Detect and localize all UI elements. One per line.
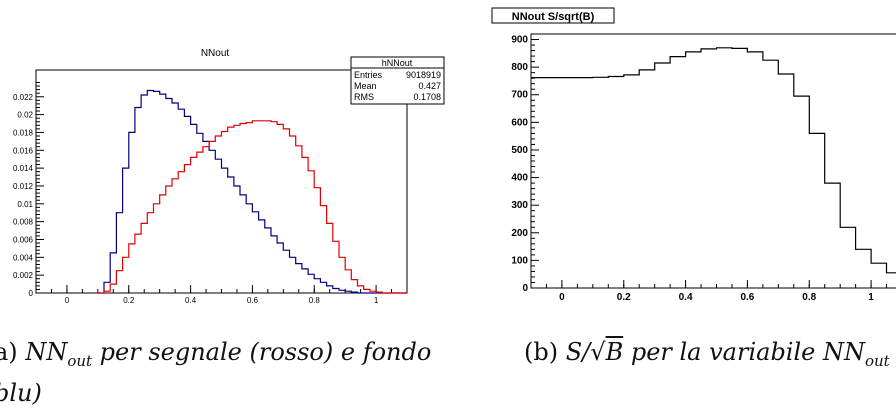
caption-a-line2: blu) [0, 378, 42, 407]
stats-entries-value: 9018919 [406, 70, 441, 80]
y-tick-label: 200 [511, 228, 528, 239]
x-tick-label: 0.4 [679, 292, 693, 303]
series-group [97, 89, 407, 294]
x-tick-label: 0.2 [617, 292, 631, 303]
caption-a-var: NN [25, 338, 68, 366]
chart-title: NNout [201, 48, 230, 59]
y-tick-label: 0 [29, 289, 34, 298]
y-tick-label: 0.002 [13, 271, 34, 280]
y-axis: 0 0.002 0.004 0.006 0.008 0.01 0.012 0.014 0.016… [13, 81, 44, 298]
y-tick-label: 100 [511, 255, 528, 266]
x-tick-label: 1 [374, 296, 379, 305]
series-line-0 [97, 89, 407, 294]
x-tick-label: 1 [868, 292, 874, 303]
figure-canvas: NNout 0 0.002 0.004 0.006 0.008 0.01 0.012 0.01… [13, 7, 896, 305]
series-group [531, 47, 896, 274]
caption-b-prefix: (b) [524, 338, 559, 366]
y-tick-label: 700 [511, 90, 528, 101]
caption-a-text: per segnale (rosso) e fondo [92, 338, 432, 366]
y-tick-label: 0.004 [13, 253, 34, 262]
y-tick-label: 0.022 [13, 93, 34, 102]
stats-box-name: hNNout [382, 58, 413, 68]
y-tick-label: 0.01 [17, 200, 33, 209]
caption-a-prefix: a) [0, 338, 18, 366]
stats-mean-value: 0.427 [418, 81, 441, 91]
y-tick-label: 800 [511, 62, 528, 73]
y-tick-label: 900 [511, 35, 528, 46]
y-tick-label: 0.014 [13, 164, 34, 173]
stats-box-frame [350, 56, 445, 105]
y-tick-label: 300 [511, 200, 528, 211]
caption-a-sub: out [67, 351, 93, 370]
caption-b-text: per la variabile NN [623, 338, 865, 366]
series-line-1 [97, 120, 407, 294]
x-tick-label: 0.6 [740, 292, 754, 303]
y-tick-label: 600 [511, 117, 528, 128]
caption-a: a) NNout per segnale (rosso) e fondo blu… [0, 336, 431, 409]
caption-b-sub: out [864, 351, 890, 370]
chart-title-box [491, 7, 615, 24]
caption-b-s: S/ [565, 338, 591, 366]
y-tick-label: 0.018 [13, 128, 34, 137]
y-tick-label: 0.016 [13, 146, 34, 155]
y-tick-label: 0.02 [17, 111, 33, 120]
x-tick-label: 0.8 [802, 292, 816, 303]
x-tick-label: 0.2 [123, 296, 135, 305]
stats-rms-label: RMS [354, 92, 374, 102]
caption-b-b: B [605, 338, 624, 366]
stats-rms-value: 0.1708 [413, 92, 441, 102]
x-tick-label: 0.8 [309, 296, 321, 305]
x-tick-label: 0.4 [185, 296, 197, 305]
y-tick-label: 0 [522, 283, 528, 294]
chart-title: NNout S/sqrt(B) [512, 11, 595, 23]
plot-frame [530, 33, 896, 289]
x-tick-label: 0 [559, 292, 565, 303]
x-tick-label: 0 [65, 296, 70, 305]
y-tick-label: 0.012 [13, 182, 34, 191]
caption-b: (b) S/√B per la variabile NNout [524, 336, 890, 377]
x-tick-label: 0.6 [247, 296, 259, 305]
stats-mean-label: Mean [354, 81, 377, 91]
y-tick-label: 0.006 [13, 235, 34, 244]
y-tick-label: 0.008 [13, 218, 34, 227]
stats-entries-label: Entries [354, 70, 383, 80]
chart-s-over-sqrt-b: NNout S/sqrt(B) 0 100 200 300 400 500 600 700 80… [491, 7, 896, 303]
y-tick-label: 400 [511, 173, 528, 184]
x-axis: 0 0.2 0.4 0.6 0.8 1 [530, 280, 888, 303]
y-axis: 0 100 200 300 400 500 600 700 800 900 [511, 33, 539, 294]
series-line-0 [531, 47, 896, 274]
chart-nnout: NNout 0 0.002 0.004 0.006 0.008 0.01 0.012 0.01… [13, 48, 445, 305]
x-axis: 0 0.2 0.4 0.6 0.8 1 [35, 285, 408, 305]
y-tick-label: 500 [511, 145, 528, 156]
stats-box: hNNout Entries 9018919 Mean 0.427 RMS 0.… [350, 56, 445, 105]
caption-b-sqrt: √ [590, 338, 606, 366]
